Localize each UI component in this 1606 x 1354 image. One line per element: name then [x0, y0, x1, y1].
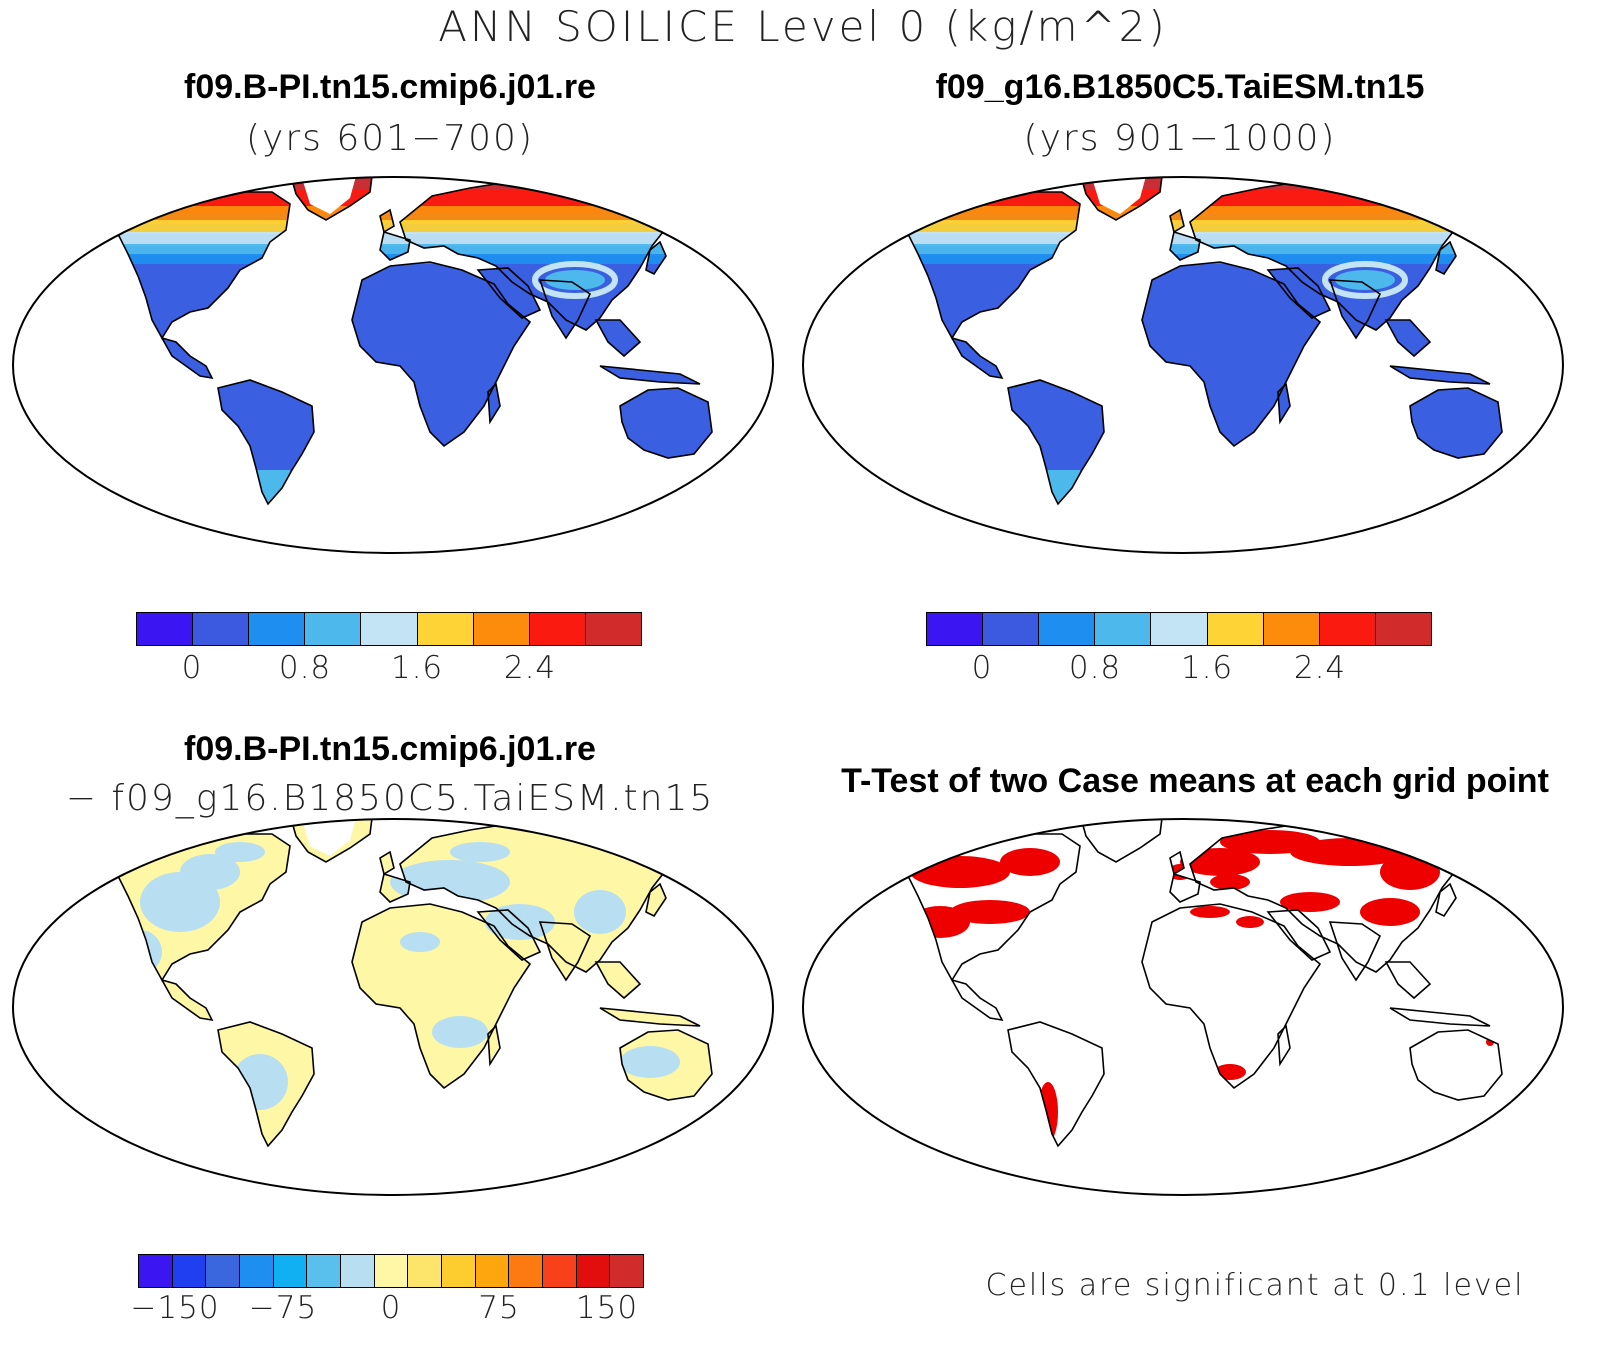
- colorbar-diff: [138, 1254, 644, 1288]
- colorbar-swatch: [1319, 613, 1376, 645]
- colorbar-swatch: [1207, 613, 1264, 645]
- colorbar-swatch: [374, 1255, 409, 1287]
- colorbar-swatch: [927, 613, 984, 645]
- figure-title: ANN SOILICE Level 0 (kg/m^2): [438, 2, 1168, 51]
- colorbar-swatch: [417, 613, 474, 645]
- colorbar-swatch: [273, 1255, 308, 1287]
- cbar2-tick-3: 2.4: [1293, 650, 1347, 686]
- colorbar-swatch: [1375, 613, 1431, 645]
- significance-note: Cells are significant at 0.1 level: [985, 1268, 1525, 1303]
- colorbar-swatch: [139, 1255, 173, 1287]
- colorbar-swatch: [1263, 613, 1320, 645]
- colorbar-swatch: [473, 613, 530, 645]
- cbar3-tick-0: −150: [130, 1290, 220, 1326]
- colorbar-swatch: [576, 1255, 611, 1287]
- colorbar-swatch: [1151, 613, 1208, 645]
- panel-1-title: f09.B-PI.tn15.cmip6.j01.re: [184, 68, 596, 106]
- colorbar-swatch: [585, 613, 641, 645]
- map-panel-3: [12, 818, 774, 1196]
- colorbar-swatch: [305, 613, 362, 645]
- map-panel-2: [802, 176, 1564, 554]
- colorbar-swatch: [361, 613, 418, 645]
- cbar2-tick-0: 0: [971, 650, 993, 686]
- panel-1-subtitle: (yrs 601−700): [246, 118, 534, 159]
- colorbar-swatch: [1095, 613, 1152, 645]
- colorbar-panel-2: [926, 612, 1432, 646]
- colorbar-swatch: [408, 1255, 443, 1287]
- colorbar-panel-1: [136, 612, 642, 646]
- cbar3-tick-1: −75: [248, 1290, 318, 1326]
- colorbar-swatch: [442, 1255, 476, 1287]
- cbar1-tick-0: 0: [181, 650, 203, 686]
- map-panel-1: [12, 176, 774, 554]
- cbar3-tick-4: 150: [575, 1290, 639, 1326]
- colorbar-swatch: [137, 613, 194, 645]
- colorbar-swatch: [307, 1255, 342, 1287]
- colorbar-swatch: [983, 613, 1040, 645]
- cbar1-tick-3: 2.4: [503, 650, 557, 686]
- panel-2-subtitle: (yrs 901−1000): [1023, 118, 1337, 159]
- cbar3-tick-2: 0: [380, 1290, 402, 1326]
- colorbar-swatch: [172, 1255, 207, 1287]
- colorbar-swatch: [1039, 613, 1096, 645]
- cbar2-tick-1: 0.8: [1068, 650, 1122, 686]
- cbar1-tick-1: 0.8: [278, 650, 332, 686]
- colorbar-swatch: [529, 613, 586, 645]
- colorbar-swatch: [249, 613, 306, 645]
- panel-3-title: f09.B-PI.tn15.cmip6.j01.re: [184, 730, 596, 768]
- cbar3-tick-3: 75: [478, 1290, 520, 1326]
- colorbar-swatch: [475, 1255, 510, 1287]
- colorbar-swatch: [206, 1255, 241, 1287]
- map-panel-4: [802, 818, 1564, 1196]
- colorbar-swatch: [509, 1255, 544, 1287]
- colorbar-swatch: [193, 613, 250, 645]
- cbar2-tick-2: 1.6: [1180, 650, 1234, 686]
- colorbar-swatch: [610, 1255, 644, 1287]
- colorbar-swatch: [543, 1255, 577, 1287]
- colorbar-swatch: [341, 1255, 375, 1287]
- panel-4-title: T-Test of two Case means at each grid po…: [841, 762, 1549, 800]
- panel-2-title: f09_g16.B1850C5.TaiESM.tn15: [935, 68, 1425, 106]
- cbar1-tick-2: 1.6: [390, 650, 444, 686]
- colorbar-swatch: [240, 1255, 274, 1287]
- panel-3-subtitle: − f09_g16.B1850C5.TaiESM.tn15: [65, 778, 715, 819]
